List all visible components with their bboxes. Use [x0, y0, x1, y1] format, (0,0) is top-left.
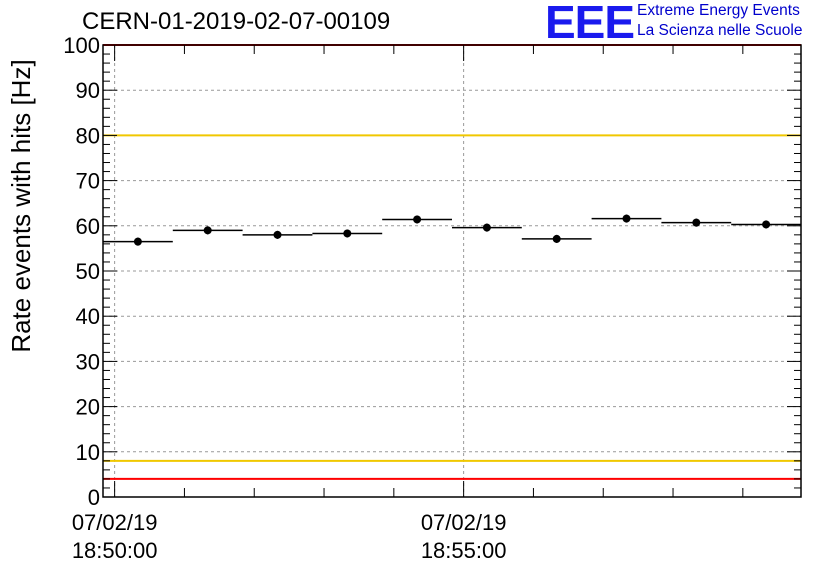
x-tick-label-time: 18:50:00 [72, 538, 158, 563]
y-tick-label: 0 [88, 485, 100, 510]
y-axis-title: Rate events with hits [Hz] [6, 59, 36, 352]
data-points [103, 214, 801, 246]
data-point [692, 218, 701, 227]
logo-line-2: La Scienza nelle Scuole [637, 22, 803, 39]
y-tick-label: 100 [63, 33, 100, 58]
data-point [343, 229, 352, 238]
y-tick-label: 70 [76, 169, 100, 194]
data-point [552, 234, 561, 243]
data-point [273, 230, 282, 239]
y-tick-label: 10 [76, 440, 100, 465]
data-point [133, 237, 142, 246]
x-tick-label-date: 07/02/19 [72, 510, 158, 535]
y-tick-label: 20 [76, 395, 100, 420]
logo-line-1: Extreme Energy Events [637, 2, 800, 19]
y-tick-label: 40 [76, 304, 100, 329]
data-point [413, 215, 422, 224]
y-tick-label: 30 [76, 349, 100, 374]
data-point [762, 220, 771, 229]
reference-lines [103, 44, 801, 480]
eee-logo: EEE Extreme Energy Events La Scienza nel… [545, 0, 835, 48]
data-point [482, 223, 491, 232]
data-point [622, 214, 631, 223]
tick-labels: 0 10 20 30 40 50 60 70 80 90 100 07/02/19 18:50:00 07… [63, 33, 506, 563]
y-tick-label: 90 [76, 78, 100, 103]
y-tick-label: 60 [76, 214, 100, 239]
y-tick-label: 80 [76, 123, 100, 148]
axis-ticks [103, 44, 801, 498]
page-title: CERN-01-2019-02-07-00109 [82, 8, 391, 35]
grid [103, 45, 801, 497]
data-point [203, 226, 212, 235]
x-tick-label-time: 18:55:00 [421, 538, 507, 563]
logo-mark: EEE [545, 0, 635, 48]
x-tick-label-date: 07/02/19 [421, 510, 507, 535]
y-tick-label: 50 [76, 259, 100, 284]
